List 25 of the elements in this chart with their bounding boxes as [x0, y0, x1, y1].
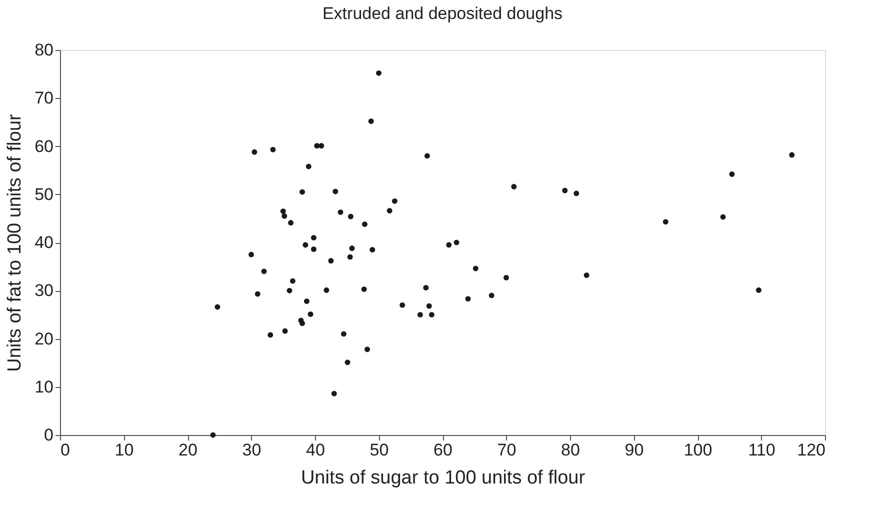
x-tick-label: 0: [60, 440, 70, 460]
y-tick-label: 30: [34, 281, 54, 300]
x-tick-label: 60: [434, 440, 452, 460]
y-tick-label: 50: [34, 184, 54, 204]
x-axis-title: Units of sugar to 100 units of flour: [300, 468, 586, 488]
x-tick-label: 90: [624, 440, 644, 460]
x-tick-label: 10: [114, 440, 134, 460]
x-tick-label: 70: [497, 440, 516, 460]
x-tick-label: 20: [178, 440, 198, 460]
y-tick-label: 20: [34, 329, 54, 348]
y-tick-label: 0: [44, 426, 54, 444]
x-tick-label: 80: [561, 440, 580, 460]
y-axis-title: Units of fat to 100 units of flour: [4, 113, 26, 372]
y-tick-label: 70: [34, 88, 54, 108]
y-tick-label: 60: [34, 136, 54, 156]
x-tick-label: 110: [748, 440, 776, 460]
x-tick-label: 120: [797, 440, 826, 460]
y-tick-label: 10: [34, 377, 54, 396]
x-tick-label: 50: [370, 440, 389, 460]
y-tick-label: 80: [34, 40, 54, 60]
x-tick-label: 40: [306, 440, 325, 460]
chart-title: Extruded and deposited doughs: [322, 4, 563, 23]
x-tick-label: 100: [684, 440, 712, 460]
x-tick-label: 30: [242, 440, 262, 460]
y-tick-label: 40: [34, 233, 54, 252]
